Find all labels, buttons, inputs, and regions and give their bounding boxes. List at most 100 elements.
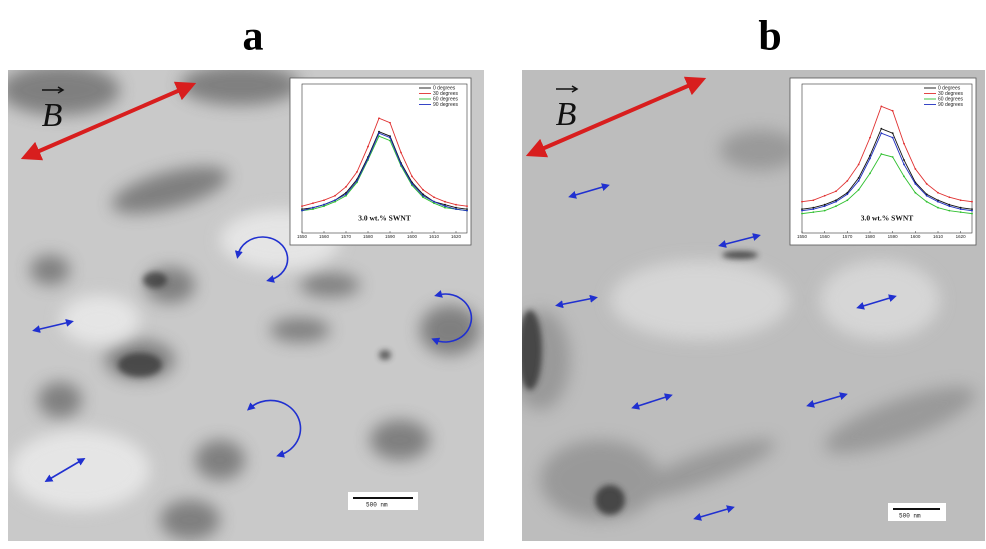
series-point bbox=[389, 136, 391, 139]
series-point bbox=[400, 151, 402, 154]
series-point bbox=[937, 191, 939, 194]
legend-label: 0 degrees bbox=[433, 85, 456, 91]
legend-label: 30 degrees bbox=[938, 91, 964, 97]
series-point bbox=[835, 190, 837, 193]
series-point bbox=[444, 203, 446, 206]
series-point bbox=[356, 179, 358, 182]
series-point bbox=[444, 200, 446, 203]
scale-box bbox=[888, 503, 946, 521]
field-arrow bbox=[525, 76, 707, 158]
field-arrow bbox=[20, 81, 197, 161]
field-label: B bbox=[42, 97, 63, 134]
legend-label: 60 degrees bbox=[938, 96, 964, 102]
legend-label: 90 degrees bbox=[433, 102, 459, 108]
series-point bbox=[801, 212, 803, 215]
x-tick-label: 1610 bbox=[429, 234, 440, 239]
legend-label: 0 degrees bbox=[938, 85, 961, 91]
series-point bbox=[367, 157, 369, 160]
series-line bbox=[801, 132, 973, 212]
series-point bbox=[378, 135, 380, 138]
series-point bbox=[903, 142, 905, 145]
series-point bbox=[323, 205, 325, 208]
series-point bbox=[948, 196, 951, 199]
series-point bbox=[971, 200, 973, 203]
series-point bbox=[959, 208, 962, 211]
micrograph bbox=[522, 70, 985, 541]
series-point bbox=[869, 157, 871, 160]
series-point bbox=[880, 127, 883, 130]
series-point bbox=[812, 211, 815, 214]
x-tick-label: 1620 bbox=[956, 234, 967, 239]
series-point bbox=[948, 203, 951, 206]
series-point bbox=[903, 175, 905, 178]
series-point bbox=[466, 209, 468, 212]
series-point bbox=[823, 205, 826, 208]
inset-frame bbox=[289, 77, 472, 246]
series-point bbox=[869, 136, 871, 139]
series-point bbox=[356, 171, 358, 173]
series-point bbox=[880, 105, 883, 108]
series-point bbox=[801, 200, 803, 203]
series-point bbox=[444, 206, 446, 209]
series-point bbox=[971, 212, 973, 215]
x-tick-label: 1550 bbox=[797, 234, 808, 239]
series-point bbox=[857, 179, 860, 182]
series-point bbox=[444, 205, 446, 208]
series-point bbox=[455, 206, 457, 209]
series-point bbox=[835, 199, 837, 202]
x-tick-label: 1560 bbox=[820, 234, 831, 239]
legend-label: 60 degrees bbox=[433, 96, 459, 102]
series-point bbox=[880, 132, 883, 135]
x-tick-label: 1560 bbox=[319, 234, 330, 239]
series-point bbox=[323, 199, 325, 202]
series-point bbox=[857, 176, 860, 179]
scale-label: 500 nm bbox=[366, 502, 388, 509]
series-point bbox=[903, 159, 905, 161]
series-point bbox=[812, 208, 815, 211]
series-point bbox=[411, 182, 413, 185]
vector-arrow bbox=[571, 85, 579, 93]
panel-label: b bbox=[758, 14, 781, 60]
series-point bbox=[411, 175, 413, 178]
x-tick-label: 1600 bbox=[910, 234, 921, 239]
series-point bbox=[389, 139, 391, 142]
series-point bbox=[823, 209, 826, 212]
series-point bbox=[846, 179, 849, 182]
x-tick-label: 1590 bbox=[888, 234, 899, 239]
series-point bbox=[312, 206, 314, 209]
x-tick-label: 1570 bbox=[842, 234, 853, 239]
series-point bbox=[312, 208, 314, 211]
inset-chart: 1550 1560 1570 1580 1590 1600 1610 1620 0 degree… bbox=[289, 77, 472, 246]
series-point bbox=[891, 109, 894, 112]
series-point bbox=[869, 172, 871, 175]
scale-box bbox=[348, 492, 418, 510]
series-point bbox=[823, 203, 826, 206]
x-tick-label: 1550 bbox=[297, 234, 308, 239]
series-point bbox=[925, 194, 928, 197]
series-point bbox=[466, 208, 468, 211]
series-point bbox=[400, 163, 402, 166]
series-point bbox=[925, 182, 928, 185]
series-point bbox=[823, 194, 826, 197]
series-point bbox=[455, 203, 457, 206]
vector-arrow bbox=[57, 86, 65, 94]
series-point bbox=[801, 209, 803, 212]
series-point bbox=[937, 200, 939, 203]
series-point bbox=[367, 145, 369, 148]
series-point bbox=[959, 199, 962, 202]
series-point bbox=[857, 188, 860, 191]
series-point bbox=[937, 206, 939, 209]
series-point bbox=[345, 185, 347, 188]
series-point bbox=[846, 193, 849, 196]
inset-caption: 3.0 wt.% SWNT bbox=[358, 214, 411, 223]
series-point bbox=[433, 202, 435, 205]
scale-label: 500 nm bbox=[899, 513, 921, 520]
series-point bbox=[455, 208, 457, 211]
series-point bbox=[959, 206, 962, 209]
plot-frame bbox=[801, 83, 973, 234]
series-line bbox=[301, 132, 468, 212]
series-point bbox=[948, 209, 951, 212]
series-point bbox=[801, 208, 803, 211]
legend-label: 30 degrees bbox=[433, 91, 459, 97]
series-point bbox=[301, 208, 303, 211]
